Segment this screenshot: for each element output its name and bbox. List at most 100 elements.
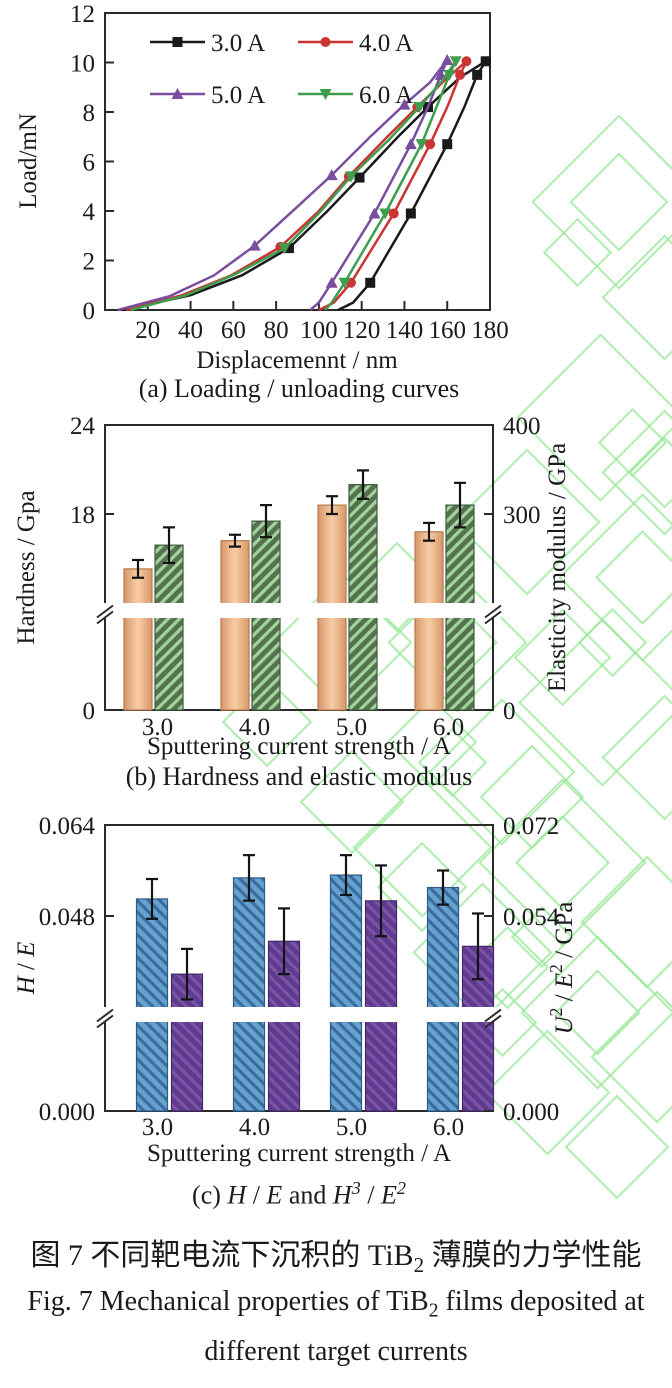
- axis-break-mark: [96, 604, 114, 619]
- marker-circle: [388, 208, 399, 219]
- y-tick-label: 10: [70, 51, 95, 78]
- y-tick-label: 4: [83, 199, 96, 226]
- series-curve-5.0A: [117, 59, 449, 312]
- left-tick-label: 0.048: [39, 904, 95, 931]
- marker-triangle-up: [404, 138, 417, 150]
- marker-triangle-down: [278, 243, 291, 255]
- x-tick-label: 3.0: [142, 714, 173, 741]
- x-tick-label: 5.0: [336, 1114, 367, 1141]
- richtext-part: /: [360, 1180, 381, 1210]
- marker-triangle-up: [368, 207, 381, 219]
- left-tick-label: 18: [70, 502, 95, 529]
- marker-square: [472, 69, 483, 80]
- axis-break-mark: [484, 610, 502, 625]
- legend-marker: [320, 37, 331, 47]
- y-tick-label: 8: [83, 100, 96, 127]
- left-tick-label: 0.000: [39, 1099, 95, 1126]
- marker-square: [405, 208, 416, 219]
- bar-left-4.0: [232, 877, 266, 1112]
- label-part: /: [551, 988, 578, 1007]
- bar-right-3.0: [154, 544, 184, 711]
- error-bar-right-5.0: [375, 864, 387, 938]
- label-part: Elasticity modulus / GPa: [544, 443, 571, 692]
- legend-label: 4.0 A: [359, 30, 413, 57]
- left-tick-label: 0: [83, 698, 96, 725]
- right-tick-label: 400: [503, 413, 541, 440]
- axis-break-band: [97, 603, 501, 618]
- label-part: E: [551, 973, 578, 989]
- legend-item-3.0A: 3.0 A: [150, 30, 265, 57]
- left-axis-label: Hardness / Gpa: [13, 490, 40, 644]
- axis-break-mark: [484, 1008, 502, 1023]
- right-axis-label: Elasticity modulus / GPa: [544, 443, 571, 692]
- error-bar-left-3.0: [132, 558, 144, 579]
- richtext-part: and: [282, 1180, 333, 1210]
- label-part: / GPa: [551, 902, 578, 965]
- legend-label: 6.0 A: [359, 82, 413, 109]
- x-tick-label: 40: [178, 317, 203, 344]
- axis-break-mark: [96, 1014, 114, 1029]
- marker-square: [283, 243, 294, 254]
- x-tick-label: 5.0: [336, 714, 367, 741]
- error-bar-left-4.0: [243, 854, 255, 902]
- left-tick-label: 24: [70, 413, 96, 440]
- richtext-part: 2: [396, 1178, 406, 1198]
- x-tick-label: 4.0: [239, 714, 270, 741]
- richtext-part: /: [246, 1180, 267, 1210]
- x-tick-label: 180: [471, 317, 509, 344]
- caption-en-text-2: films deposited at: [438, 1286, 645, 1317]
- x-tick-label: 60: [221, 317, 246, 344]
- axis-break-mark: [484, 1014, 502, 1029]
- right-tick-label: 0.072: [503, 813, 559, 840]
- marker-triangle-up: [325, 169, 338, 181]
- legend-marker: [172, 37, 183, 47]
- caption-chart-b: (b) Hardness and elastic modulus: [125, 762, 473, 791]
- label-part: H: [13, 974, 40, 995]
- richtext-part: E: [380, 1180, 397, 1210]
- legend-label: 3.0 A: [211, 30, 265, 57]
- y-tick-label: 6: [83, 150, 96, 177]
- right-axis-label: U2 / E2 / GPa: [546, 902, 578, 1035]
- legend-item-4.0A: 4.0 A: [298, 30, 413, 57]
- caption-en-text: Fig. 7 Mechanical properties of TiB: [27, 1286, 429, 1317]
- marker-triangle-down: [338, 277, 351, 289]
- x-axis-label: Displacemennt / nm: [196, 347, 398, 374]
- x-tick-label: 160: [428, 317, 466, 344]
- marker-circle: [425, 139, 436, 150]
- marker-triangle-up: [325, 276, 338, 288]
- error-bar-right-3.0: [181, 947, 193, 1001]
- richtext-part: H: [332, 1180, 352, 1210]
- label-part: /: [13, 957, 40, 976]
- label-part: E: [13, 942, 40, 958]
- marker-triangle-up: [441, 54, 454, 66]
- plot-frame: [104, 12, 491, 311]
- bar-left-5.0: [329, 874, 363, 1112]
- marker-square: [354, 172, 365, 183]
- label-part: Hardness / Gpa: [13, 490, 40, 644]
- legend-marker: [319, 89, 332, 100]
- x-tick-label: 120: [343, 317, 381, 344]
- x-tick-label: 100: [300, 317, 338, 344]
- x-tick-label: 3.0: [142, 1114, 173, 1141]
- bar-right-5.0: [348, 484, 378, 711]
- legend-item-6.0A: 6.0 A: [298, 82, 413, 109]
- marker-triangle-down: [443, 69, 456, 81]
- caption-figure-english-line2: different target currents: [204, 1336, 468, 1367]
- chart-loading-unloading-curves: 20 40 60 80 100 120 140 160 180 0 2 4 6 8 10 12 Load/mN D…: [15, 1, 509, 374]
- error-bar-right-4.0: [278, 907, 290, 976]
- series-curve-6.0A: [130, 60, 457, 312]
- marker-triangle-down: [344, 171, 357, 183]
- marker-triangle-down: [449, 56, 462, 68]
- bar-left-3.0: [135, 898, 169, 1112]
- bar-left-6.0: [414, 531, 444, 711]
- y-tick-label: 0: [83, 298, 96, 325]
- axis-break-band: [97, 1007, 501, 1022]
- bar-left-3.0: [123, 568, 153, 711]
- marker-triangle-up: [398, 98, 411, 110]
- right-tick-label: 0.054: [503, 904, 560, 931]
- legend-label: 5.0 A: [211, 82, 265, 109]
- left-tick-label: 0.064: [39, 813, 96, 840]
- caption-chart-c: (c) H / E and H3 / E2: [0, 1178, 598, 1211]
- x-tick-label: 80: [264, 317, 289, 344]
- error-bar-left-6.0: [423, 521, 435, 542]
